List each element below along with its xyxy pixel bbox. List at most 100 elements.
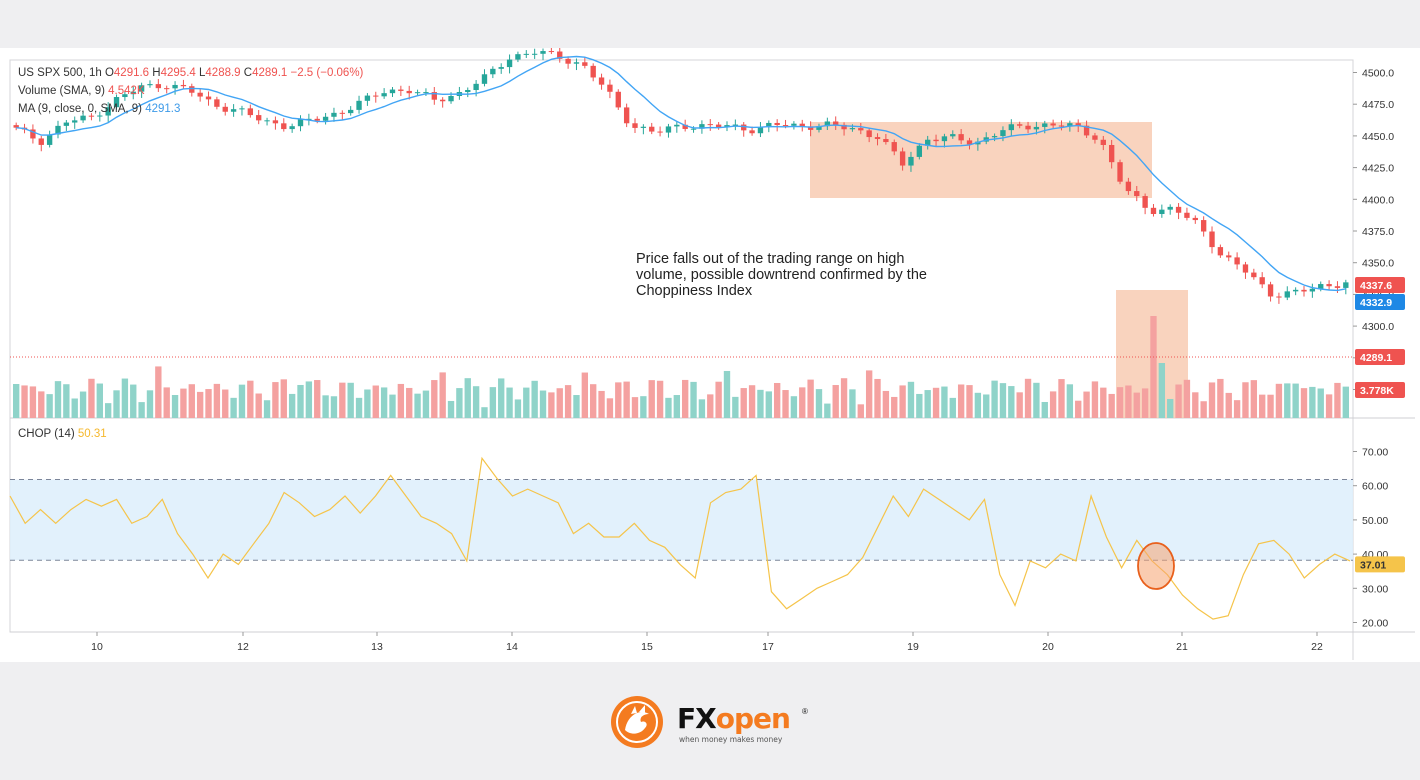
price-tag-high-bg: [1355, 277, 1405, 293]
volume-bar: [1066, 384, 1074, 418]
candle-body: [1150, 207, 1157, 215]
volume-bar: [464, 378, 471, 418]
candle-body: [1159, 209, 1165, 215]
candle-body: [72, 120, 78, 123]
candle-body: [448, 95, 454, 102]
volume-bar: [932, 387, 940, 418]
low-value: 4288.9: [205, 67, 241, 79]
volume-bar: [673, 395, 680, 418]
candle-body: [122, 94, 128, 98]
volume-bar: [1150, 316, 1157, 418]
volume-bar: [1008, 386, 1015, 418]
candle-body: [30, 129, 36, 139]
volume-bar: [456, 388, 463, 418]
chop-tick-label: 70.00: [1362, 447, 1388, 459]
volume-bar: [941, 386, 948, 418]
candle-body: [1042, 123, 1048, 127]
low-label: L: [199, 67, 206, 79]
time-tick-label: 15: [641, 641, 653, 653]
candle-body: [1100, 139, 1106, 145]
candle-body: [189, 86, 195, 93]
volume-bar: [481, 407, 488, 418]
candle-body: [1217, 247, 1224, 256]
volume-bar: [29, 386, 37, 418]
chop-current-tag-bg: [1355, 556, 1405, 573]
brand-open: open: [715, 702, 791, 735]
volume-bar: [472, 386, 480, 418]
volume-bar: [230, 397, 237, 418]
volume-bar: [765, 391, 772, 418]
candle-body: [1251, 272, 1257, 278]
volume-bar: [247, 380, 254, 418]
volume-bar: [682, 379, 689, 418]
chop-current-tag: 37.01: [1360, 559, 1386, 571]
volume-group: [13, 316, 1349, 418]
candle-body: [431, 92, 437, 100]
time-tick-label: 14: [506, 641, 518, 653]
volume-bar: [690, 381, 697, 418]
candle-body: [1033, 126, 1040, 130]
candle-body: [573, 62, 580, 64]
annotation-text: Price falls out of the trading range on …: [636, 251, 927, 299]
volume-bar: [171, 395, 179, 418]
trading-range-box: [810, 122, 1152, 198]
volume-bar: [539, 390, 547, 418]
chart-svg[interactable]: 4250.04275.04300.04325.04350.04375.04400…: [0, 48, 1420, 662]
volume-bar: [339, 382, 346, 418]
volume-bar: [1334, 382, 1341, 418]
price-tick-label: 4375.0: [1362, 226, 1394, 238]
candle-body: [272, 120, 279, 124]
volume-bar: [146, 390, 154, 418]
candle-body: [306, 118, 312, 120]
volume-bar: [1259, 394, 1266, 418]
price-tick-label: 4500.0: [1362, 68, 1394, 80]
volume-bar: [54, 381, 62, 418]
candle-body: [916, 145, 923, 157]
candle-body: [1334, 286, 1341, 288]
candle-body: [465, 90, 471, 93]
candle-body: [356, 100, 362, 110]
volume-bar: [707, 394, 714, 418]
volume-bar: [355, 397, 363, 418]
candle-body: [406, 90, 412, 94]
candle-body: [214, 99, 220, 107]
volume-bar: [205, 389, 212, 418]
volume-bar: [1133, 392, 1140, 418]
volume-bar: [498, 378, 505, 418]
volume-bar: [1200, 401, 1207, 418]
volume-bar: [1183, 379, 1191, 418]
candle-body: [105, 107, 111, 116]
candle-body: [858, 128, 864, 131]
candle-body: [632, 123, 638, 128]
candle-body: [205, 96, 212, 100]
candle-body: [331, 112, 337, 117]
chop-line: [9, 456, 1351, 620]
candle-body: [481, 74, 488, 84]
volume-bar: [88, 378, 95, 418]
volume-bar: [21, 385, 28, 418]
time-tick-label: 20: [1042, 641, 1054, 653]
volume-bar: [489, 387, 497, 418]
candle-body: [1025, 125, 1031, 130]
volume-bar: [874, 378, 881, 418]
volume-bar: [188, 384, 195, 418]
candle-body: [46, 134, 53, 145]
volume-bar: [305, 381, 313, 418]
volume-tag: 3.778K: [1360, 385, 1394, 397]
volume-bar: [631, 397, 639, 418]
candle-body: [172, 84, 178, 89]
price-tick-label: 4350.0: [1362, 258, 1394, 270]
volume-bar: [640, 396, 647, 418]
volume-bar: [849, 389, 856, 418]
time-tick-label: 12: [237, 641, 249, 653]
volume-bar: [606, 398, 614, 418]
registered-mark: ®: [802, 707, 808, 716]
volume-bar: [506, 387, 513, 418]
candle-body: [816, 126, 822, 130]
volume-bar: [648, 380, 655, 418]
candle-body: [373, 95, 379, 97]
candle-body: [88, 115, 95, 117]
candle-body: [933, 139, 939, 142]
candle-body: [364, 95, 371, 101]
volume-bar: [548, 392, 555, 418]
